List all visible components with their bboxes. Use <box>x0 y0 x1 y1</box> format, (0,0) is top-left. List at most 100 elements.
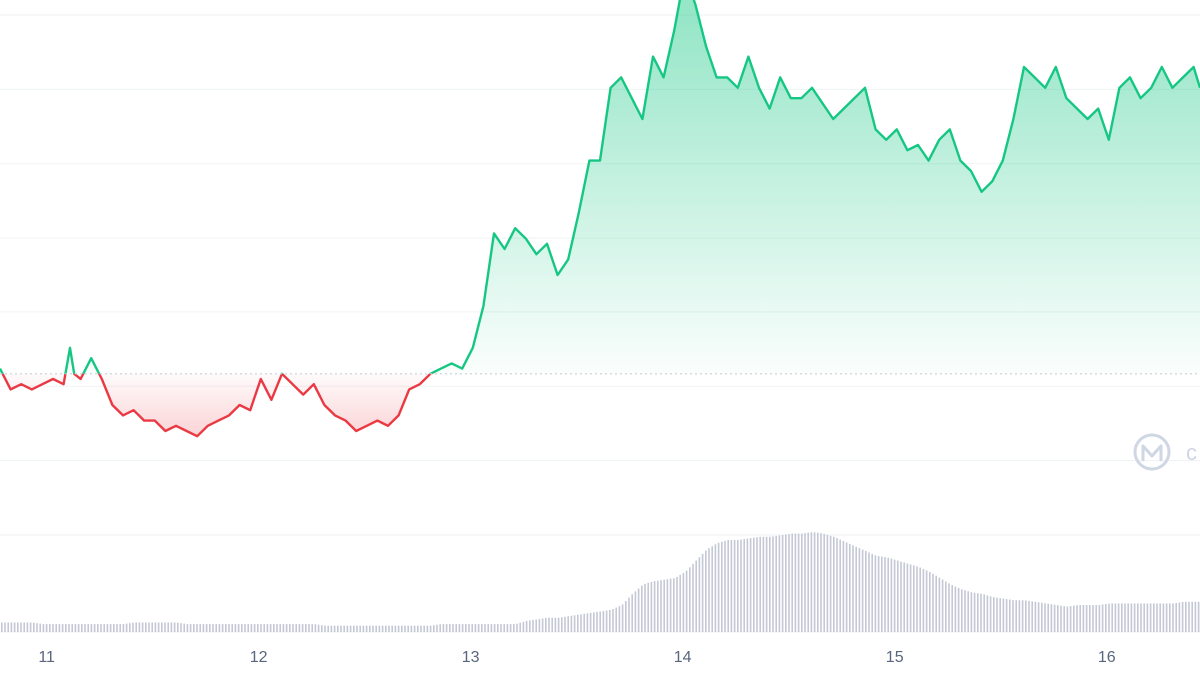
volume-bar <box>362 625 365 632</box>
volume-bar <box>503 624 505 632</box>
volume-bar <box>586 613 589 632</box>
volume-bar <box>55 624 57 632</box>
volume-bar <box>532 619 534 632</box>
volume-bar <box>564 616 566 632</box>
volume-bar <box>855 546 857 632</box>
volume-bar <box>762 536 765 632</box>
volume-bar <box>493 624 496 632</box>
volume-bar <box>1082 605 1085 632</box>
volume-bar <box>1002 598 1005 632</box>
volume-bar <box>61 624 64 632</box>
volume-bar <box>1197 601 1200 632</box>
volume-bar <box>292 624 294 632</box>
volume-bar <box>429 625 432 632</box>
volume-bar <box>391 625 393 632</box>
volume-bar <box>170 622 173 632</box>
volume-bar <box>580 614 582 632</box>
volume-bar <box>1191 601 1193 632</box>
volume-bar <box>266 624 269 632</box>
volume-bar <box>311 624 313 632</box>
volume-bar <box>433 625 435 632</box>
volume-bar <box>381 625 384 632</box>
volume-bar <box>247 624 249 632</box>
volume-bar <box>497 624 499 632</box>
volume-bar <box>820 533 822 632</box>
volume-bar <box>1069 606 1072 632</box>
volume-bar <box>183 623 185 632</box>
volume-bar <box>260 624 262 632</box>
volume-bar <box>125 623 128 632</box>
volume-bar <box>535 619 537 632</box>
volume-bar <box>314 624 317 632</box>
volume-bar <box>77 624 80 632</box>
volume-bar <box>1165 603 1168 632</box>
volume-bar <box>113 624 115 632</box>
volume-bar <box>615 607 617 632</box>
volume-bar <box>346 625 349 632</box>
volume-bar <box>570 615 573 632</box>
volume-bar <box>925 570 928 632</box>
volume-bar <box>935 575 937 632</box>
volume-bar <box>698 557 701 632</box>
volume-bar <box>1153 603 1155 632</box>
volume-bar <box>215 624 217 632</box>
volume-bar <box>26 622 29 632</box>
volume-bar <box>180 623 182 632</box>
volume-bar <box>1127 603 1129 632</box>
volume-bar <box>577 614 579 632</box>
volume-bar <box>439 624 441 632</box>
volume-bar <box>903 562 905 632</box>
volume-bar <box>49 624 51 632</box>
volume-bar <box>1121 603 1123 632</box>
svg-text:c: c <box>1186 440 1197 465</box>
volume-bar <box>1105 604 1107 632</box>
volume-bar <box>1060 605 1062 632</box>
volume-bar <box>708 548 710 632</box>
volume-bar <box>749 538 752 632</box>
volume-bar <box>628 597 630 632</box>
volume-bar <box>794 533 797 632</box>
volume-bar <box>481 624 483 632</box>
volume-bar <box>714 544 717 632</box>
volume-bar <box>298 624 301 632</box>
volume-bar <box>522 621 525 632</box>
volume-bar <box>701 553 704 632</box>
volume-bar <box>237 624 240 632</box>
volume-bar <box>765 536 768 632</box>
volume-bar <box>788 533 790 632</box>
volume-bar <box>388 625 390 632</box>
volume-bar <box>884 557 886 632</box>
volume-bar <box>151 622 153 632</box>
volume-bar <box>1159 603 1161 632</box>
price-line-down <box>1 373 434 438</box>
volume-bar <box>231 624 233 632</box>
volume-bar <box>349 625 352 632</box>
volume-bar <box>1057 605 1059 632</box>
volume-bar <box>673 578 675 632</box>
volume-bar <box>241 624 243 632</box>
volume-bar <box>20 622 22 632</box>
volume-bar <box>279 624 281 632</box>
volume-bar <box>484 624 486 632</box>
volume-bar <box>778 535 781 632</box>
volume-bar <box>468 624 470 632</box>
volume-bar <box>132 622 134 632</box>
volume-bar <box>221 624 224 632</box>
volume-bar <box>68 624 70 632</box>
volume-bar <box>449 624 451 632</box>
volume-bar <box>1143 603 1145 632</box>
volume-bar <box>1114 603 1117 632</box>
volume-bar <box>525 620 528 632</box>
volume-bar <box>42 624 45 632</box>
volume-bar <box>74 624 77 632</box>
x-axis-ticks: 11 12 13 14 15 16 <box>38 649 1115 666</box>
volume-bar <box>337 625 339 632</box>
volume-bar <box>948 583 950 632</box>
volume-bar <box>39 623 41 632</box>
volume-bar <box>84 624 86 632</box>
volume-bar <box>871 553 873 632</box>
volume-bar <box>945 581 947 632</box>
volume-bar <box>340 625 342 632</box>
volume-bar <box>1031 601 1033 632</box>
